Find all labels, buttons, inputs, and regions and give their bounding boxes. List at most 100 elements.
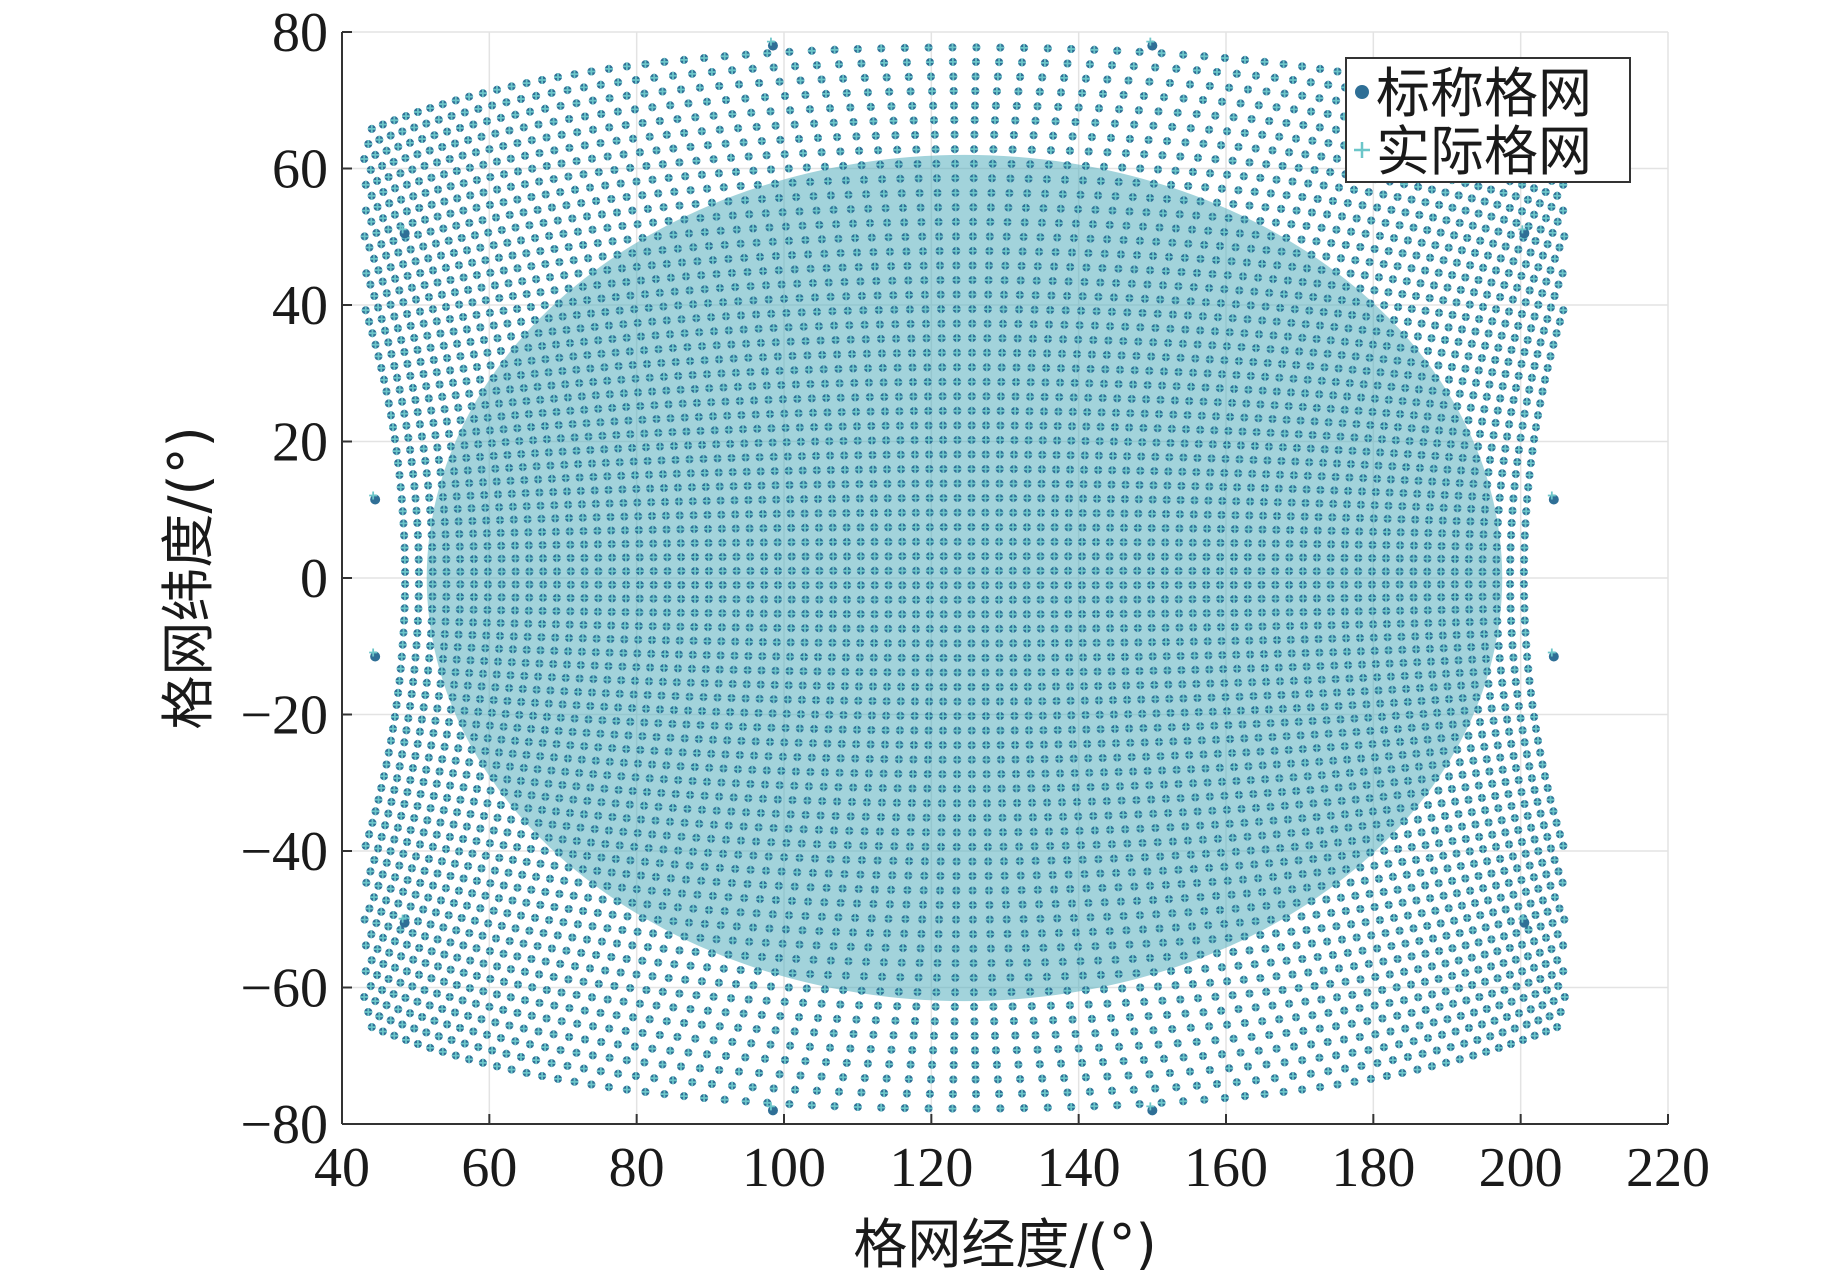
actual-point — [1460, 1039, 1469, 1048]
actual-point — [605, 1053, 614, 1062]
actual-point — [860, 1074, 869, 1083]
actual-point — [579, 1064, 588, 1073]
actual-point — [972, 1090, 980, 1099]
actual-point — [1067, 1103, 1076, 1111]
actual-point — [367, 1023, 376, 1032]
actual-point — [1395, 1040, 1403, 1049]
actual-point — [1172, 1083, 1181, 1092]
actual-point — [769, 1084, 778, 1093]
actual-point — [1522, 1020, 1531, 1029]
actual-point — [996, 1104, 1005, 1113]
actual-point — [775, 1070, 784, 1079]
actual-point — [971, 1075, 980, 1084]
actual-point — [496, 1034, 505, 1043]
actual-point — [1348, 1048, 1357, 1057]
actual-point — [1103, 1072, 1112, 1081]
actual-point — [1341, 1064, 1349, 1073]
actual-point — [1225, 1064, 1234, 1073]
actual-point — [1145, 1070, 1154, 1079]
actual-point — [1200, 1095, 1209, 1104]
actual-point — [402, 1035, 410, 1044]
actual-point — [630, 1042, 639, 1051]
actual-point — [853, 1103, 862, 1111]
actual-point — [660, 1090, 669, 1099]
actual-point — [614, 1069, 623, 1078]
actual-point — [1315, 1053, 1324, 1062]
actual-point — [360, 993, 369, 1001]
actual-point — [900, 1104, 909, 1113]
actual-point — [413, 1040, 422, 1048]
actual-point — [1534, 1016, 1543, 1025]
actual-point — [418, 1013, 427, 1021]
actual-point — [572, 1048, 581, 1057]
actual-point — [549, 1030, 558, 1039]
actual-point — [622, 1056, 631, 1065]
actual-point — [1316, 1083, 1325, 1092]
actual-point — [1379, 1043, 1388, 1052]
actual-point — [640, 1058, 649, 1067]
actual-point — [541, 1043, 550, 1052]
actual-point — [1192, 1081, 1201, 1090]
actual-point — [386, 1016, 395, 1025]
actual-point — [1382, 1072, 1391, 1080]
actual-point — [1252, 1076, 1260, 1085]
actual-point — [401, 993, 410, 1002]
actual-point — [1486, 1032, 1495, 1041]
actual-point — [581, 1035, 589, 1044]
actual-point — [695, 1064, 704, 1073]
actual-point — [451, 1051, 460, 1060]
actual-point — [1469, 1051, 1478, 1060]
actual-point — [1473, 1036, 1482, 1044]
actual-point — [613, 1040, 622, 1049]
actual-point — [1510, 1024, 1519, 1033]
actual-point — [748, 1083, 757, 1092]
actual-point — [1038, 1074, 1047, 1083]
actual-point — [812, 1086, 821, 1095]
actual-point — [1373, 1059, 1382, 1068]
actual-point — [538, 1072, 547, 1080]
actual-point — [995, 1089, 1004, 1098]
actual-point — [1241, 1092, 1249, 1101]
actual-point — [927, 1075, 935, 1084]
actual-point — [972, 1104, 981, 1113]
actual-point — [375, 1012, 384, 1021]
actual-point — [422, 1028, 431, 1037]
actual-point — [456, 1024, 464, 1032]
actual-point — [1515, 1009, 1523, 1018]
actual-point — [948, 1090, 957, 1099]
actual-point — [715, 1066, 724, 1074]
actual-point — [534, 1027, 543, 1036]
actual-point — [1186, 1067, 1194, 1076]
actual-point — [677, 1062, 685, 1071]
actual-point — [830, 1102, 839, 1111]
actual-point — [1409, 1037, 1418, 1046]
actual-point — [1157, 1098, 1166, 1107]
actual-point — [700, 1094, 709, 1102]
actual-point — [1262, 1060, 1271, 1069]
actual-point — [517, 1053, 525, 1061]
actual-point — [1364, 1046, 1373, 1055]
actual-point — [465, 1055, 474, 1064]
actual-point — [1464, 1024, 1473, 1032]
actual-point — [1538, 1001, 1547, 1010]
actual-point — [1446, 1043, 1455, 1052]
actual-point — [477, 1015, 486, 1024]
actual-point — [735, 1067, 743, 1076]
actual-point — [1545, 1012, 1554, 1021]
actual-point — [1357, 1061, 1366, 1070]
actual-point — [1213, 1080, 1221, 1088]
actual-point — [1432, 1046, 1441, 1055]
actual-point — [1179, 1097, 1188, 1106]
actual-point — [796, 1071, 805, 1080]
actual-point — [511, 1037, 520, 1046]
actual-point — [1220, 1094, 1229, 1102]
actual-point — [1135, 1100, 1144, 1109]
actual-point — [1498, 1028, 1507, 1037]
actual-point — [1232, 1078, 1241, 1087]
actual-point — [658, 1060, 667, 1069]
actual-point — [1549, 997, 1558, 1006]
actual-point — [631, 1072, 640, 1080]
actual-point — [426, 1043, 435, 1052]
actual-point — [641, 1087, 650, 1096]
actual-point — [1016, 1075, 1025, 1084]
